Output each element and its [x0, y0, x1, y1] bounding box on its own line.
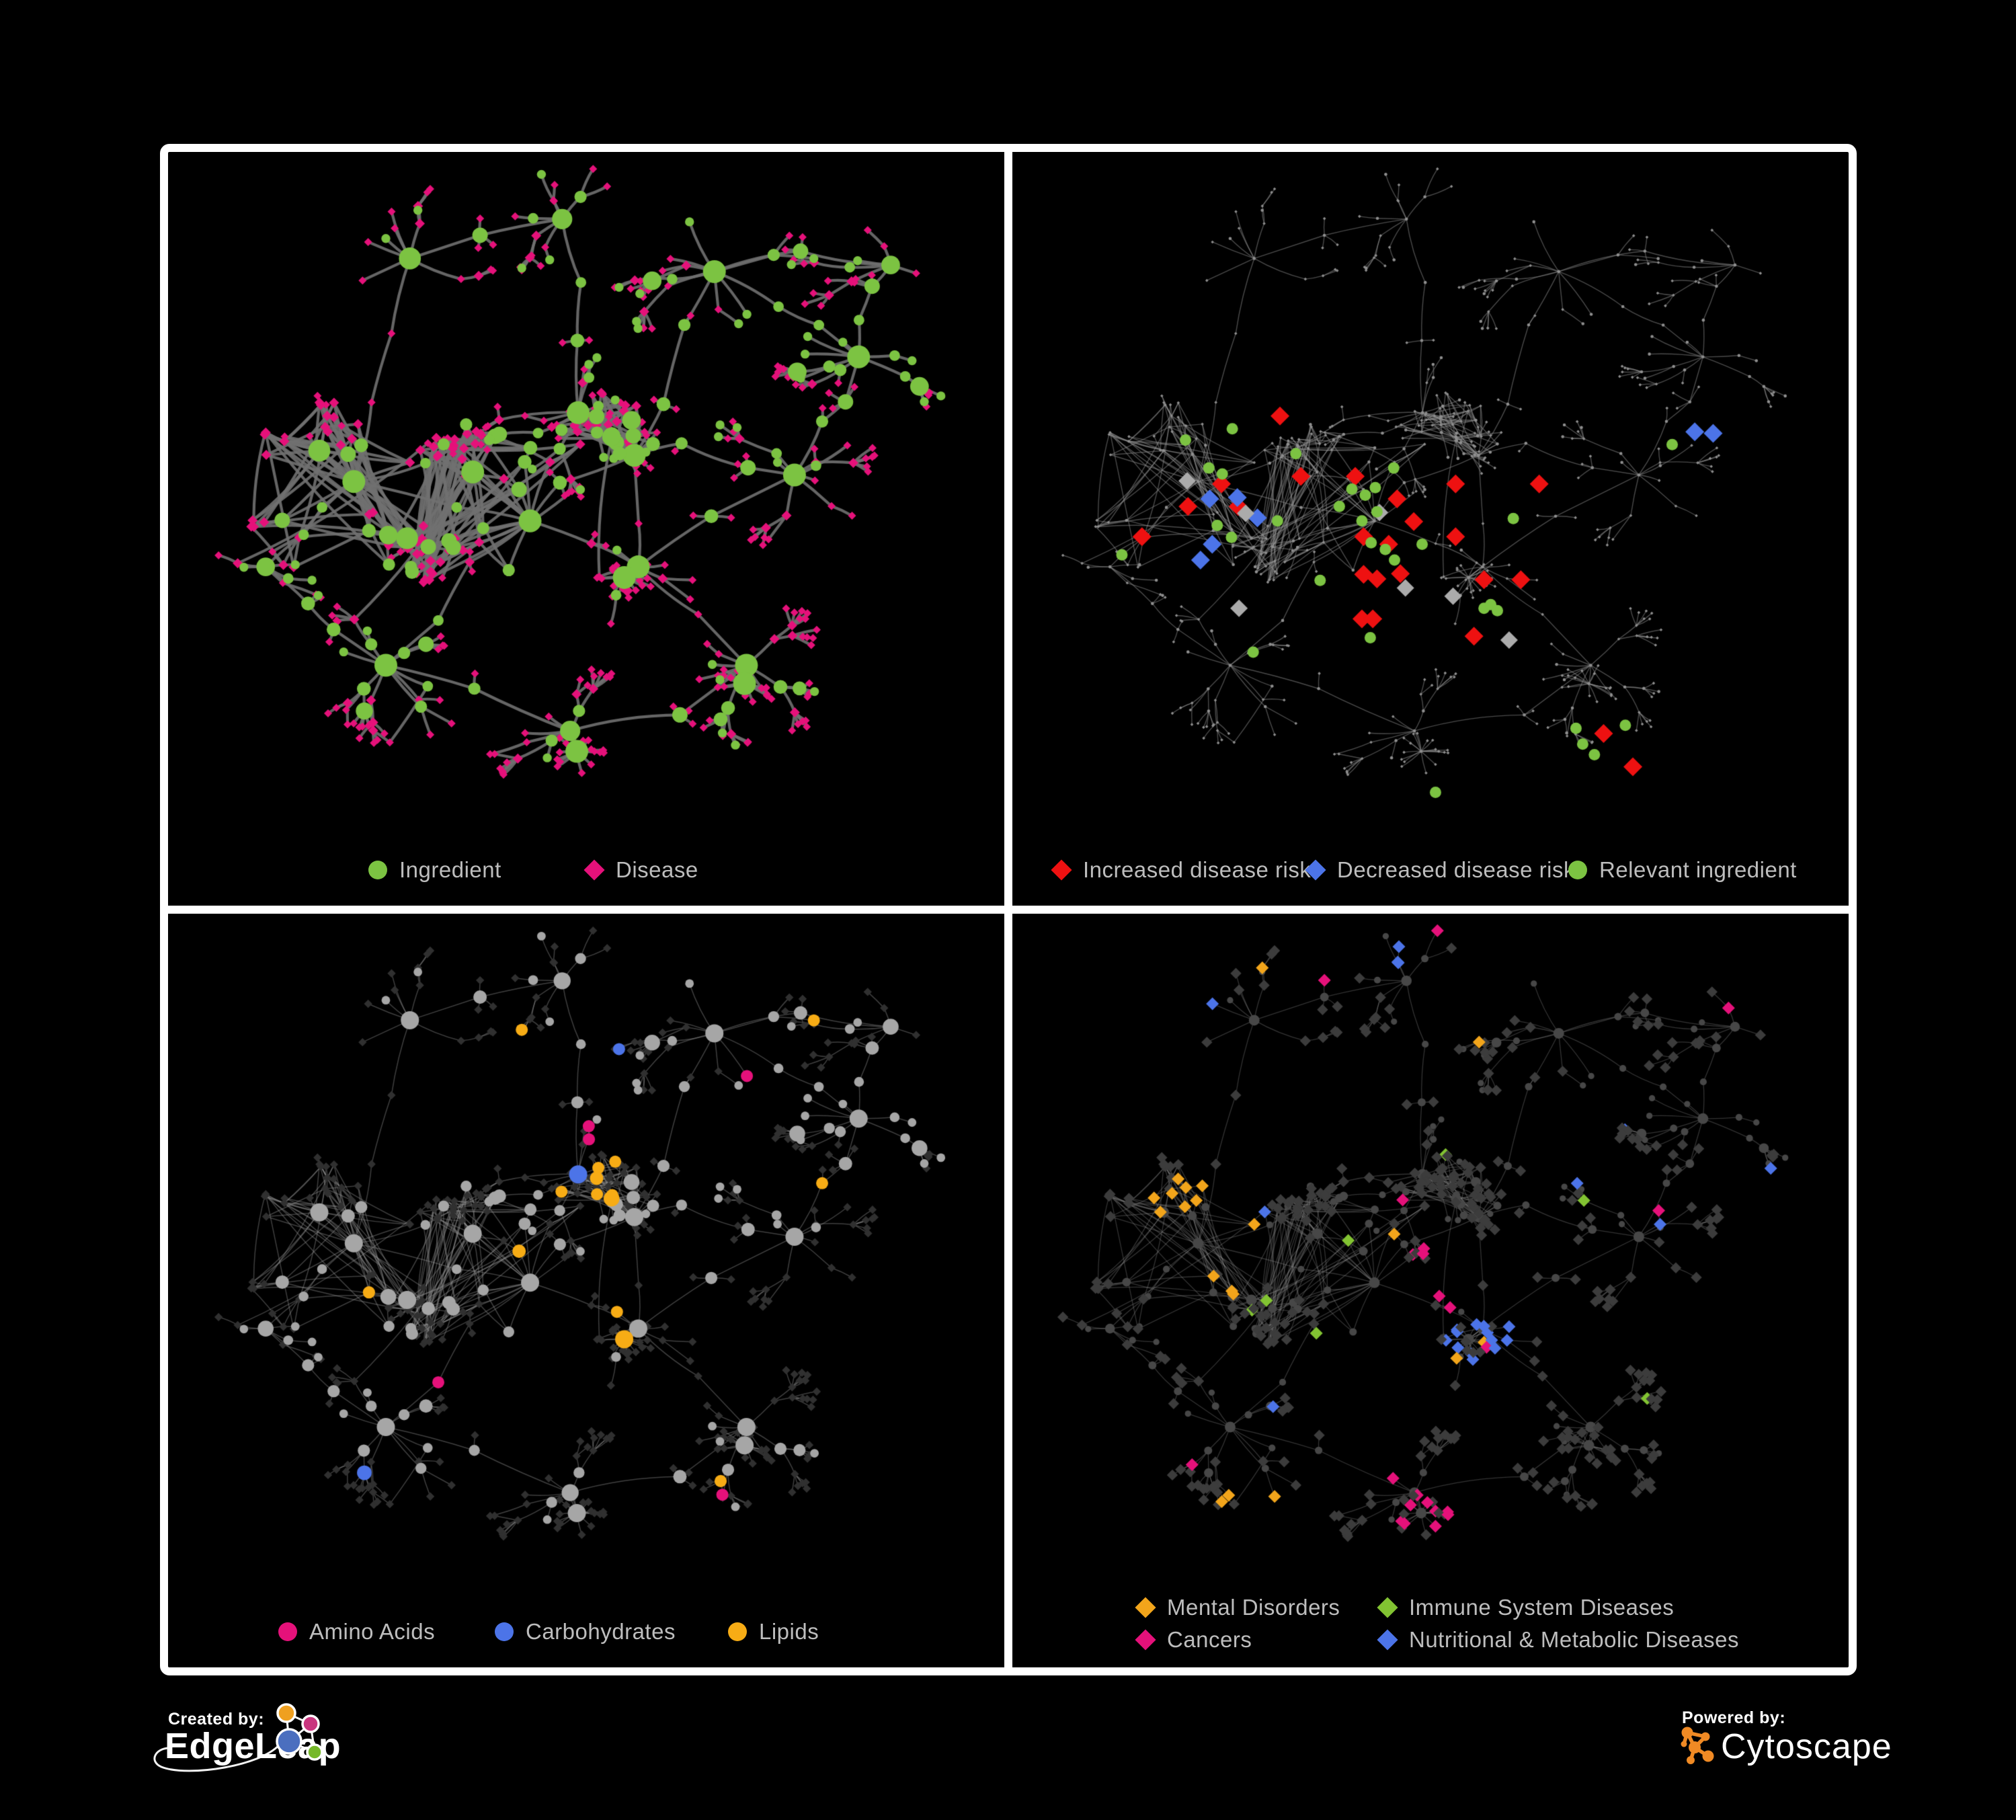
- legend-label: Relevant ingredient: [1599, 857, 1797, 882]
- legend-item: Nutritional & Metabolic Diseases: [1377, 1627, 1740, 1652]
- edgeleap-node-magenta: [301, 1714, 320, 1733]
- legend-item: Amino Acids: [278, 1620, 435, 1643]
- legend-item: Lipids: [728, 1620, 819, 1643]
- legend-item: Mental Disorders: [1135, 1595, 1340, 1620]
- cytoscape-logo-text: Cytoscape: [1721, 1727, 1892, 1766]
- legend-item: Decreased disease risk: [1305, 857, 1575, 882]
- legend-item: Carbohydrates: [495, 1620, 676, 1643]
- legend-label: Ingredient: [399, 857, 501, 882]
- legend-marker-diamond-icon: [1305, 859, 1326, 881]
- network-graph-ingredient-classes: [168, 914, 1004, 1593]
- legend-label: Immune System Diseases: [1409, 1595, 1675, 1620]
- panel-disease-risk: Increased disease risk Decreased disease…: [1012, 152, 1849, 906]
- panels-frame: Ingredient Disease Increased disease ris…: [160, 144, 1857, 1675]
- legend-label: Disease: [616, 857, 698, 882]
- network-graph-disease-categories: [1012, 914, 1849, 1593]
- created-by-label: Created by:: [168, 1710, 265, 1729]
- legend-marker-diamond-icon: [1135, 1629, 1156, 1651]
- network-graph-ingredient-disease: [168, 152, 1004, 831]
- legend-item: Increased disease risk: [1051, 857, 1312, 882]
- edgeleap-swoosh-icon: [153, 1742, 282, 1772]
- edgeleap-node-green: [306, 1743, 323, 1761]
- legend-marker-circle-icon: [495, 1622, 514, 1641]
- legend-marker-circle-icon: [728, 1622, 747, 1641]
- legend-item: Ingredient: [368, 859, 501, 881]
- legend-marker-diamond-icon: [1377, 1597, 1398, 1618]
- legend-label: Increased disease risk: [1083, 857, 1312, 882]
- legend-marker-diamond-icon: [1051, 859, 1072, 881]
- legend-marker-diamond-icon: [1377, 1629, 1398, 1651]
- cytoscape-logo-icon: [1681, 1727, 1714, 1764]
- powered-by-label: Powered by:: [1682, 1708, 1786, 1727]
- legend-marker-circle-icon: [278, 1622, 297, 1641]
- legend-marker-circle-icon: [1568, 861, 1587, 879]
- legend-label: Cancers: [1167, 1627, 1252, 1652]
- legend-label: Amino Acids: [309, 1619, 436, 1644]
- panel-ingredient-disease: Ingredient Disease: [168, 152, 1004, 906]
- legend-item: Disease: [583, 857, 698, 882]
- legend-item: Cancers: [1135, 1627, 1252, 1652]
- legend-item: Immune System Diseases: [1377, 1595, 1675, 1620]
- panel-disease-categories: Mental Disorders Immune System Diseases …: [1012, 914, 1849, 1667]
- legend-marker-circle-icon: [368, 861, 387, 879]
- edgeleap-logo-icon: [276, 1703, 323, 1761]
- legend-item: Relevant ingredient: [1568, 859, 1797, 881]
- legend-label: Nutritional & Metabolic Diseases: [1409, 1627, 1740, 1652]
- legend-marker-diamond-icon: [1135, 1597, 1156, 1618]
- legend-label: Mental Disorders: [1167, 1595, 1340, 1620]
- legend-marker-diamond-icon: [583, 859, 605, 881]
- legend-label: Carbohydrates: [526, 1619, 676, 1644]
- cytoscape-nodes: [1681, 1727, 1714, 1764]
- panel-ingredient-classes: Amino Acids Carbohydrates Lipids: [168, 914, 1004, 1667]
- legend-label: Lipids: [759, 1619, 819, 1644]
- legend-label: Decreased disease risk: [1337, 857, 1575, 882]
- edgeleap-node-blue: [276, 1728, 303, 1755]
- network-graph-disease-risk: [1012, 152, 1849, 831]
- edgeleap-node-orange: [276, 1703, 296, 1723]
